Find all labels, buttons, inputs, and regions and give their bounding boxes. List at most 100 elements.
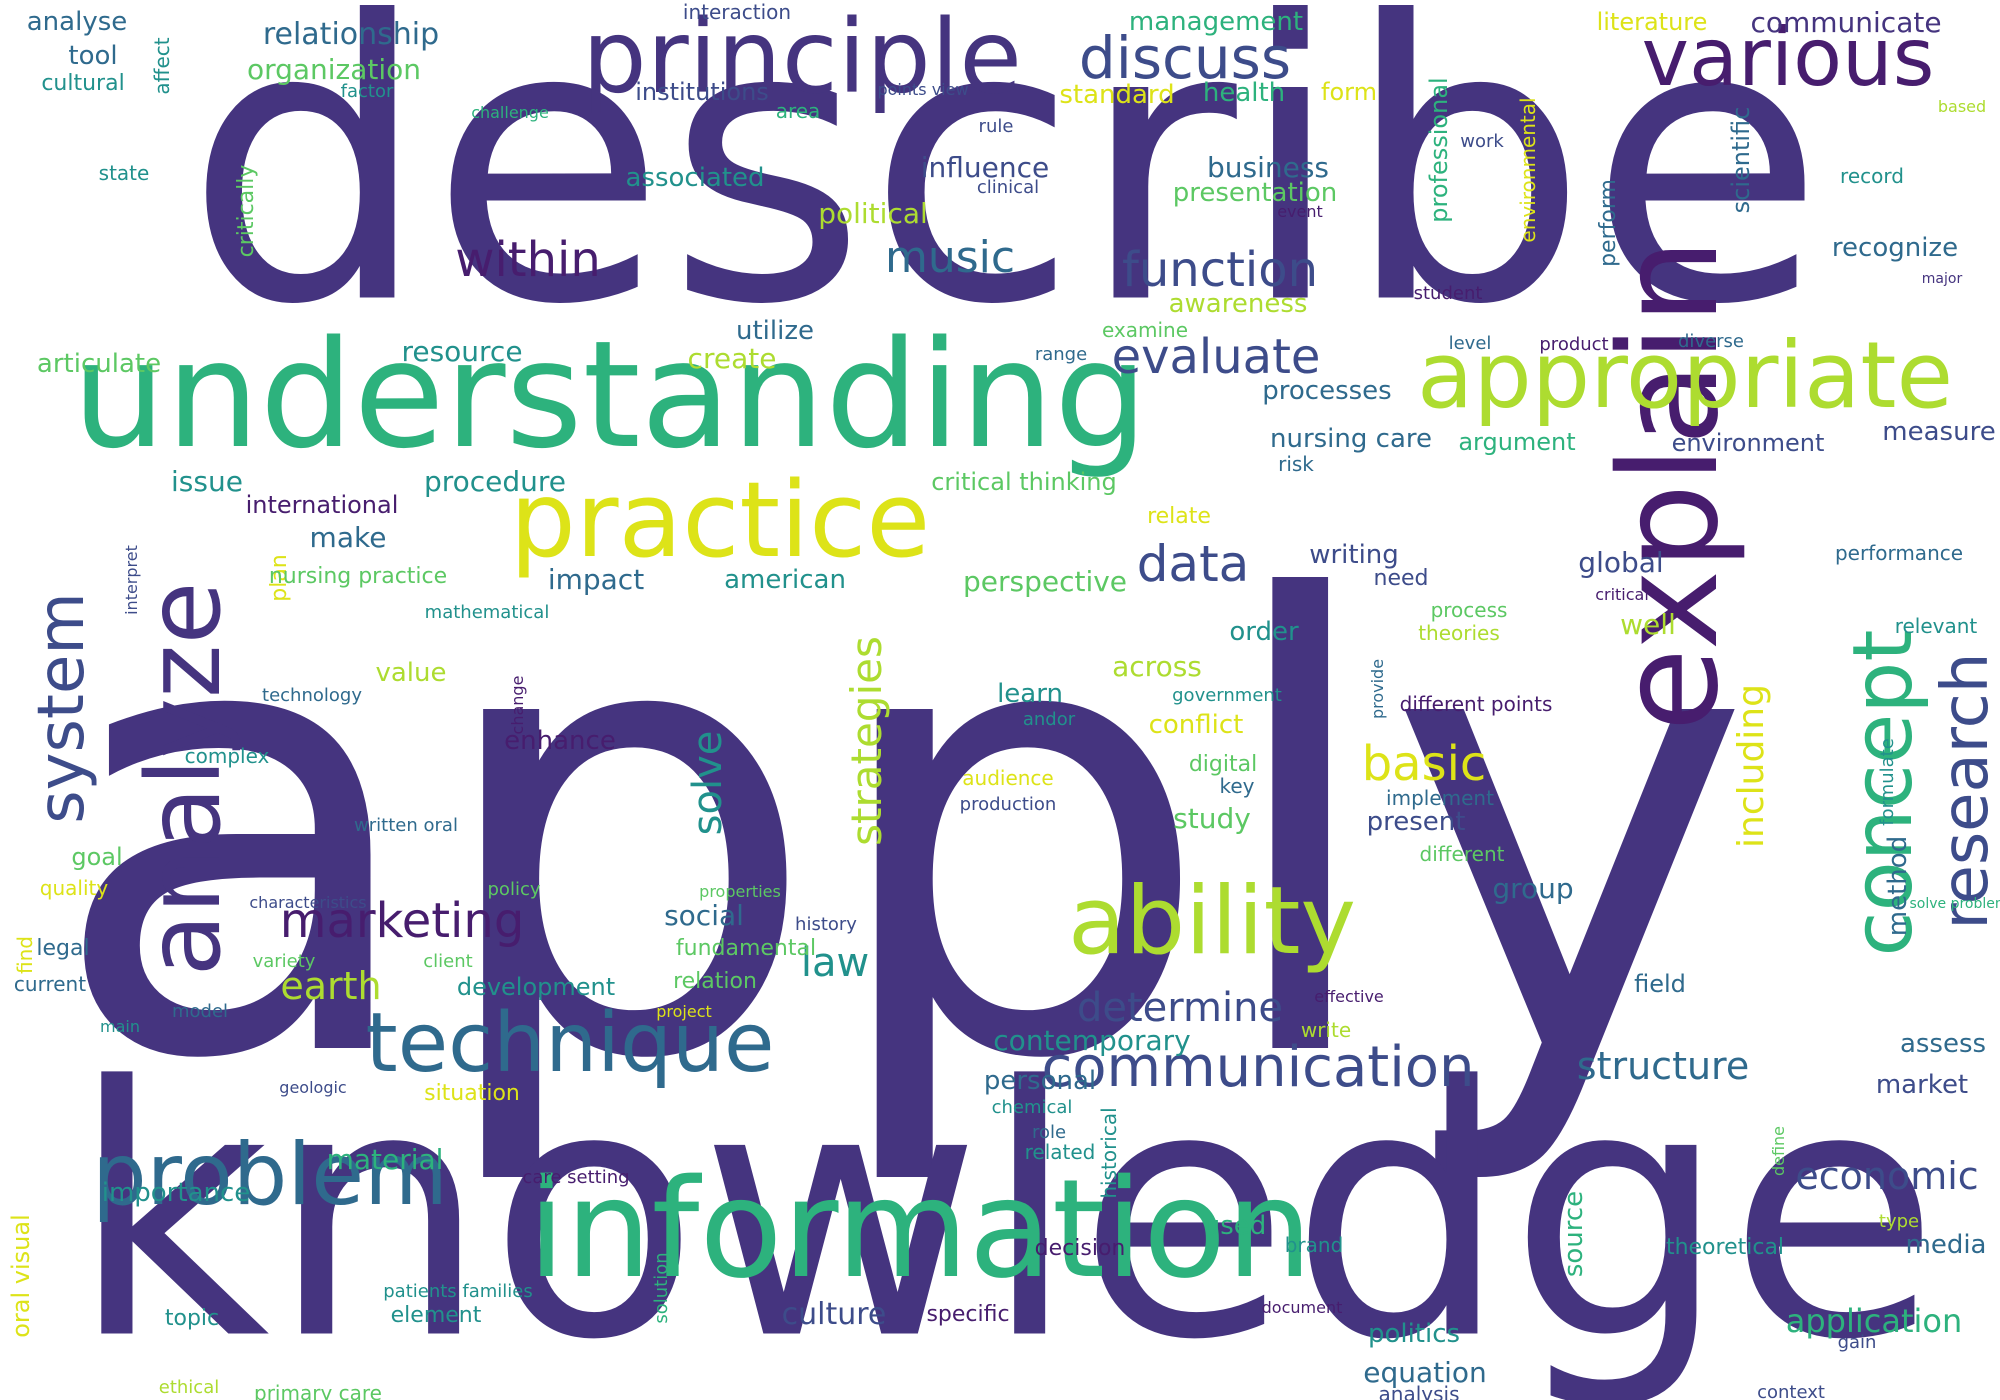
cloud-word-audience: audience bbox=[962, 766, 1054, 790]
cloud-word-perspective: perspective bbox=[962, 565, 1128, 598]
cloud-word-client: client bbox=[423, 951, 473, 972]
cloud-word-environment: environment bbox=[1671, 429, 1825, 457]
cloud-word-knowledge: knowledge bbox=[69, 1014, 1941, 1400]
cloud-word-research: research bbox=[1929, 652, 2000, 930]
cloud-word-discuss: discuss bbox=[1078, 24, 1292, 92]
cloud-word-record: record bbox=[1840, 164, 1904, 188]
cloud-word-communicate: communicate bbox=[1750, 6, 1942, 39]
cloud-word-primary-care: primary care bbox=[254, 1381, 382, 1400]
cloud-word-culture: culture bbox=[781, 1297, 887, 1332]
cloud-word-challenge: challenge bbox=[471, 103, 549, 122]
cloud-word-well: well bbox=[1620, 608, 1676, 641]
cloud-word-value: value bbox=[375, 658, 447, 688]
cloud-word-apply: apply bbox=[46, 474, 1754, 1195]
cloud-word-complex: complex bbox=[184, 744, 270, 768]
cloud-word-management: management bbox=[1128, 7, 1304, 37]
cloud-word-learn: learn bbox=[997, 679, 1063, 709]
cloud-word-provide: provide bbox=[1368, 658, 1387, 720]
cloud-word-relate: relate bbox=[1147, 504, 1211, 529]
cloud-word-specific: specific bbox=[926, 1302, 1010, 1327]
cloud-word-legal: legal bbox=[36, 936, 90, 961]
cloud-word-critical-thinking: critical thinking bbox=[931, 468, 1117, 496]
cloud-word-brand: brand bbox=[1284, 1233, 1344, 1257]
cloud-word-form: form bbox=[1321, 78, 1377, 106]
cloud-word-technology: technology bbox=[262, 685, 362, 706]
cloud-word-mathematical: mathematical bbox=[424, 602, 550, 623]
cloud-word-assess: assess bbox=[1899, 1029, 1987, 1059]
cloud-word-affect: affect bbox=[150, 37, 174, 95]
cloud-word-material: material bbox=[326, 1143, 444, 1176]
cloud-word-study: study bbox=[1173, 802, 1251, 835]
cloud-word-equation: equation bbox=[1363, 1356, 1487, 1389]
cloud-word-range: range bbox=[1034, 344, 1088, 365]
cloud-word-theories: theories bbox=[1418, 621, 1500, 645]
cloud-word-decision: decision bbox=[1034, 1236, 1126, 1261]
cloud-word-perform: perform bbox=[1596, 179, 1621, 267]
cloud-word-awareness: awareness bbox=[1168, 289, 1308, 319]
cloud-word-digital: digital bbox=[1188, 752, 1258, 777]
cloud-word-contemporary: contemporary bbox=[993, 1024, 1191, 1057]
cloud-word-main: main bbox=[100, 1017, 140, 1036]
cloud-word-variety: variety bbox=[252, 951, 316, 972]
cloud-word-group: group bbox=[1492, 872, 1574, 905]
cloud-word-political: political bbox=[818, 197, 928, 230]
cloud-word-topic: topic bbox=[164, 1306, 220, 1331]
cloud-word-make: make bbox=[309, 521, 387, 554]
cloud-word-current: current bbox=[13, 972, 87, 996]
cloud-word-based: based bbox=[1937, 97, 1987, 116]
cloud-word-situation: situation bbox=[424, 1081, 520, 1106]
cloud-word-economic: economic bbox=[1795, 1154, 1979, 1198]
cloud-word-properties: properties bbox=[699, 882, 781, 901]
cloud-word-analysis: analysis bbox=[1378, 1382, 1460, 1400]
cloud-word-related: related bbox=[1024, 1140, 1096, 1164]
cloud-word-across: across bbox=[1112, 650, 1202, 683]
cloud-word-state: state bbox=[98, 161, 150, 185]
cloud-word-recognize: recognize bbox=[1831, 233, 1959, 263]
cloud-word-patients-families: patients families bbox=[383, 1281, 533, 1302]
cloud-word-different: different bbox=[1419, 842, 1505, 866]
cloud-word-process: process bbox=[1430, 598, 1508, 622]
cloud-word-create: create bbox=[687, 342, 777, 375]
cloud-word-environmental: environmental bbox=[1516, 97, 1540, 243]
cloud-word-level: level bbox=[1448, 333, 1492, 354]
cloud-word-method: method bbox=[1883, 835, 1913, 937]
cloud-word-evaluate: evaluate bbox=[1111, 329, 1321, 385]
cloud-word-field: field bbox=[1634, 970, 1686, 998]
cloud-word-function: function bbox=[1121, 242, 1319, 298]
cloud-word-music: music bbox=[884, 232, 1016, 283]
cloud-word-andor: andor bbox=[1022, 709, 1076, 730]
cloud-word-technique: technique bbox=[365, 996, 775, 1091]
cloud-word-influence: influence bbox=[920, 151, 1050, 184]
cloud-word-different-points: different points bbox=[1399, 692, 1553, 716]
cloud-word-explain: explain bbox=[1591, 238, 1749, 732]
cloud-word-role: role bbox=[1031, 1122, 1067, 1143]
cloud-word-solve-problem: solve problem bbox=[1909, 896, 2000, 912]
cloud-word-principle: principle bbox=[582, 0, 1022, 117]
cloud-word-procedure: procedure bbox=[423, 465, 567, 498]
cloud-word-history: history bbox=[795, 914, 857, 935]
cloud-word-geologic: geologic bbox=[279, 1078, 347, 1097]
cloud-word-find: find bbox=[13, 936, 37, 974]
cloud-word-tool: tool bbox=[68, 41, 118, 71]
cloud-word-personal: personal bbox=[983, 1066, 1097, 1096]
cloud-word-business: business bbox=[1206, 151, 1330, 184]
cloud-word-chemical: chemical bbox=[991, 1097, 1073, 1118]
cloud-word-law: law bbox=[800, 940, 870, 986]
cloud-word-model: model bbox=[171, 1001, 229, 1022]
cloud-word-care-setting: care setting bbox=[522, 1167, 630, 1188]
cloud-word-measure: measure bbox=[1882, 417, 1996, 447]
cloud-word-politics: politics bbox=[1367, 1319, 1461, 1349]
cloud-word-marketing: marketing bbox=[279, 893, 525, 949]
cloud-word-implement: implement bbox=[1386, 786, 1494, 810]
cloud-word-issue: issue bbox=[171, 465, 243, 498]
cloud-word-appropriate: appropriate bbox=[1416, 322, 1954, 429]
cloud-word-associated: associated bbox=[625, 163, 765, 193]
cloud-word-ethical: ethical bbox=[158, 1377, 220, 1398]
cloud-word-characteristics: characteristics bbox=[249, 893, 367, 912]
cloud-word-key: key bbox=[1219, 774, 1255, 798]
cloud-word-major: major bbox=[1921, 271, 1963, 287]
cloud-word-historical: historical bbox=[1097, 1107, 1121, 1199]
cloud-word-theoretical: theoretical bbox=[1665, 1235, 1785, 1260]
cloud-word-need: need bbox=[1373, 566, 1429, 591]
